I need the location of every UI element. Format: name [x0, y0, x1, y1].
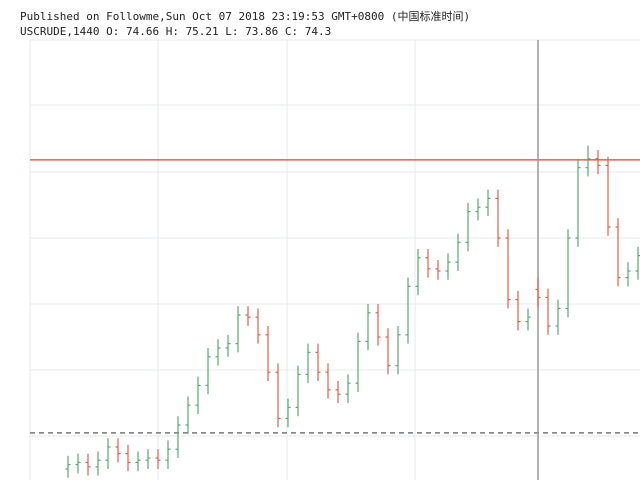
ohlc-bar [595, 150, 601, 175]
ohlc-bar [125, 444, 131, 472]
ohlc-bar [545, 288, 551, 335]
ohlc-bar [445, 253, 451, 280]
ohlc-bar [95, 451, 101, 476]
ohlc-bar [385, 328, 391, 375]
ohlc-bar [85, 453, 91, 476]
ohlc-bar [355, 332, 361, 392]
ohlc-bar [525, 308, 531, 331]
ohlc-bar [135, 451, 141, 472]
ohlc-bar [195, 376, 201, 414]
ohlc-bar [375, 304, 381, 346]
ohlc-bar [435, 260, 441, 280]
ohlc-bar [395, 326, 401, 375]
ohlc-bar [625, 262, 631, 287]
ohlc-bar [255, 308, 261, 344]
ohlc-bar [245, 306, 251, 326]
ohlc-bar [75, 453, 81, 474]
ohlc-bar [475, 198, 481, 221]
ohlc-bar [205, 348, 211, 395]
ohlc-bar [485, 189, 491, 216]
ohlc-bar [515, 290, 521, 331]
header-line: Published on Followme,Sun Oct 07 2018 23… [20, 9, 470, 23]
ohlc-bar [335, 381, 341, 403]
ohlc-bar [285, 398, 291, 428]
ohlc-bar [225, 334, 231, 357]
ohlc-bar [535, 277, 541, 308]
ohlc-bar [345, 374, 351, 403]
ohlc-bar [615, 218, 621, 287]
ohlc-bar [155, 449, 161, 469]
ohlc-bar [265, 326, 271, 381]
ohlc-bar [315, 343, 321, 381]
ohlc-bar [105, 438, 111, 469]
ohlc-bar [575, 158, 581, 247]
ohlc-bar [325, 363, 331, 399]
ohlc-bar [185, 396, 191, 434]
header-ohlc: USCRUDE,1440 O: 74.66 H: 75.21 L: 73.86 … [20, 25, 331, 38]
grid [29, 39, 640, 480]
ohlc-bar [495, 189, 501, 247]
ohlc-bar [505, 229, 511, 309]
ohlc-bar [165, 440, 171, 469]
ohlc-bar [235, 306, 241, 353]
ohlc-bar [365, 304, 371, 351]
ohlc-bar [405, 277, 411, 344]
ohlc-bar [465, 202, 471, 252]
ohlc-bar [425, 249, 431, 278]
ohlc-bar [605, 156, 611, 236]
ohlc-bar [145, 449, 151, 469]
ohlc-bar [455, 233, 461, 271]
ohlc-bar [295, 365, 301, 417]
ohlc-bar [555, 299, 561, 335]
ohlc-bar [635, 246, 640, 280]
ohlc-bar [215, 339, 221, 366]
ohlc-bar [65, 455, 71, 478]
ohlc-bar [305, 343, 311, 384]
ohlc-bar [175, 416, 181, 458]
ohlc-bar [275, 363, 281, 428]
ohlc-bar [115, 438, 121, 463]
ohlc-bar [585, 145, 591, 177]
ohlc-bar [565, 229, 571, 318]
ohlc-bar [415, 249, 421, 296]
